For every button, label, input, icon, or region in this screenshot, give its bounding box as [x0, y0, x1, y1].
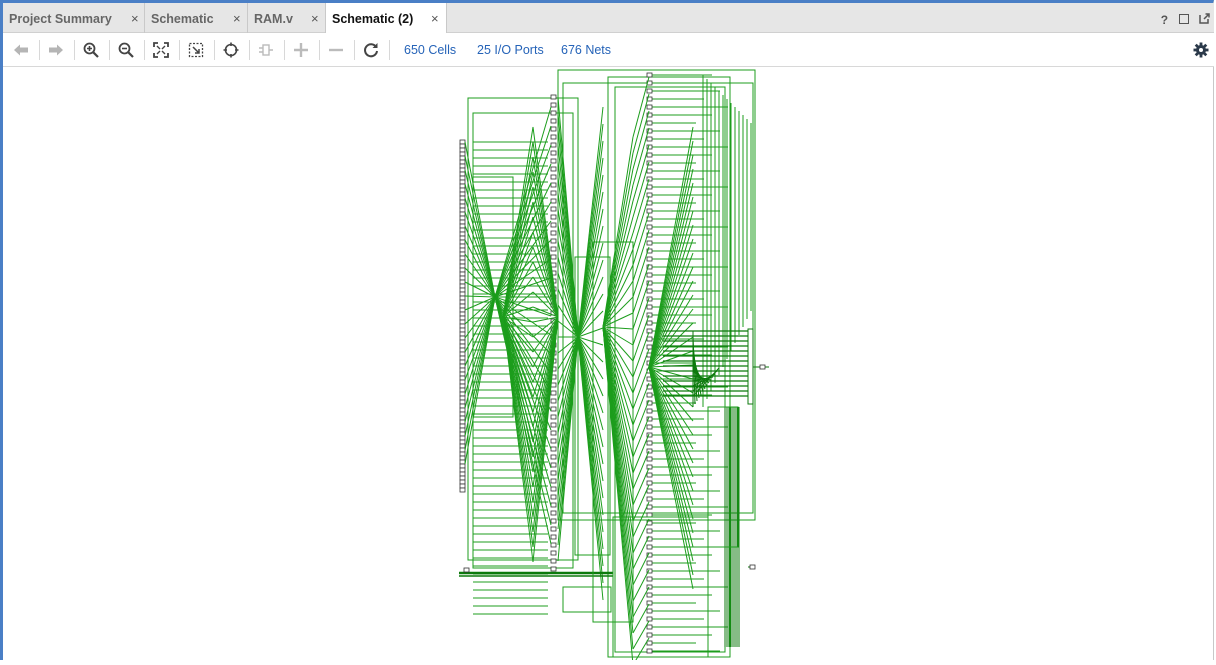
refresh-icon[interactable] — [361, 41, 381, 59]
select-icon[interactable] — [221, 41, 241, 59]
tab-label: Schematic — [151, 12, 214, 26]
schematic-diagram[interactable] — [3, 67, 1214, 665]
io-ports-count-link[interactable]: 25 I/O Ports — [477, 43, 544, 57]
close-icon[interactable]: × — [131, 11, 139, 26]
window-controls: ? — [1155, 11, 1210, 27]
back-arrow-icon[interactable] — [11, 41, 31, 59]
help-icon[interactable]: ? — [1160, 12, 1169, 27]
schematic-canvas[interactable] — [3, 67, 1214, 665]
expand-cell-icon[interactable] — [256, 41, 276, 59]
close-icon[interactable]: × — [233, 11, 241, 26]
tab-label: RAM.v — [254, 12, 293, 26]
nets-count-link[interactable]: 676 Nets — [561, 43, 612, 57]
close-icon[interactable]: × — [311, 11, 319, 26]
zoom-area-icon[interactable] — [186, 41, 206, 59]
zoom-out-icon[interactable] — [116, 41, 136, 59]
float-icon[interactable] — [1199, 13, 1210, 27]
zoom-in-icon[interactable] — [81, 41, 101, 59]
settings-gear-icon[interactable] — [1191, 41, 1211, 59]
add-icon[interactable] — [291, 41, 311, 59]
tab-schematic-2[interactable]: Schematic (2) × — [326, 3, 447, 34]
schematic-toolbar: 650 Cells 25 I/O Ports 676 Nets — [3, 33, 1214, 67]
tab-schematic[interactable]: Schematic × — [145, 3, 248, 33]
tab-project-summary[interactable]: Project Summary × — [3, 3, 145, 33]
tab-ram-v[interactable]: RAM.v × — [248, 3, 326, 33]
zoom-fit-icon[interactable] — [151, 41, 171, 59]
tab-bar: Project Summary × Schematic × RAM.v × Sc… — [3, 3, 1214, 34]
cells-count-link[interactable]: 650 Cells — [404, 43, 457, 57]
tab-label: Project Summary — [9, 12, 112, 26]
maximize-icon[interactable] — [1178, 13, 1189, 27]
forward-arrow-icon[interactable] — [46, 41, 66, 59]
close-icon[interactable]: × — [431, 11, 439, 26]
remove-icon[interactable] — [326, 41, 346, 59]
tab-label: Schematic (2) — [332, 12, 414, 26]
